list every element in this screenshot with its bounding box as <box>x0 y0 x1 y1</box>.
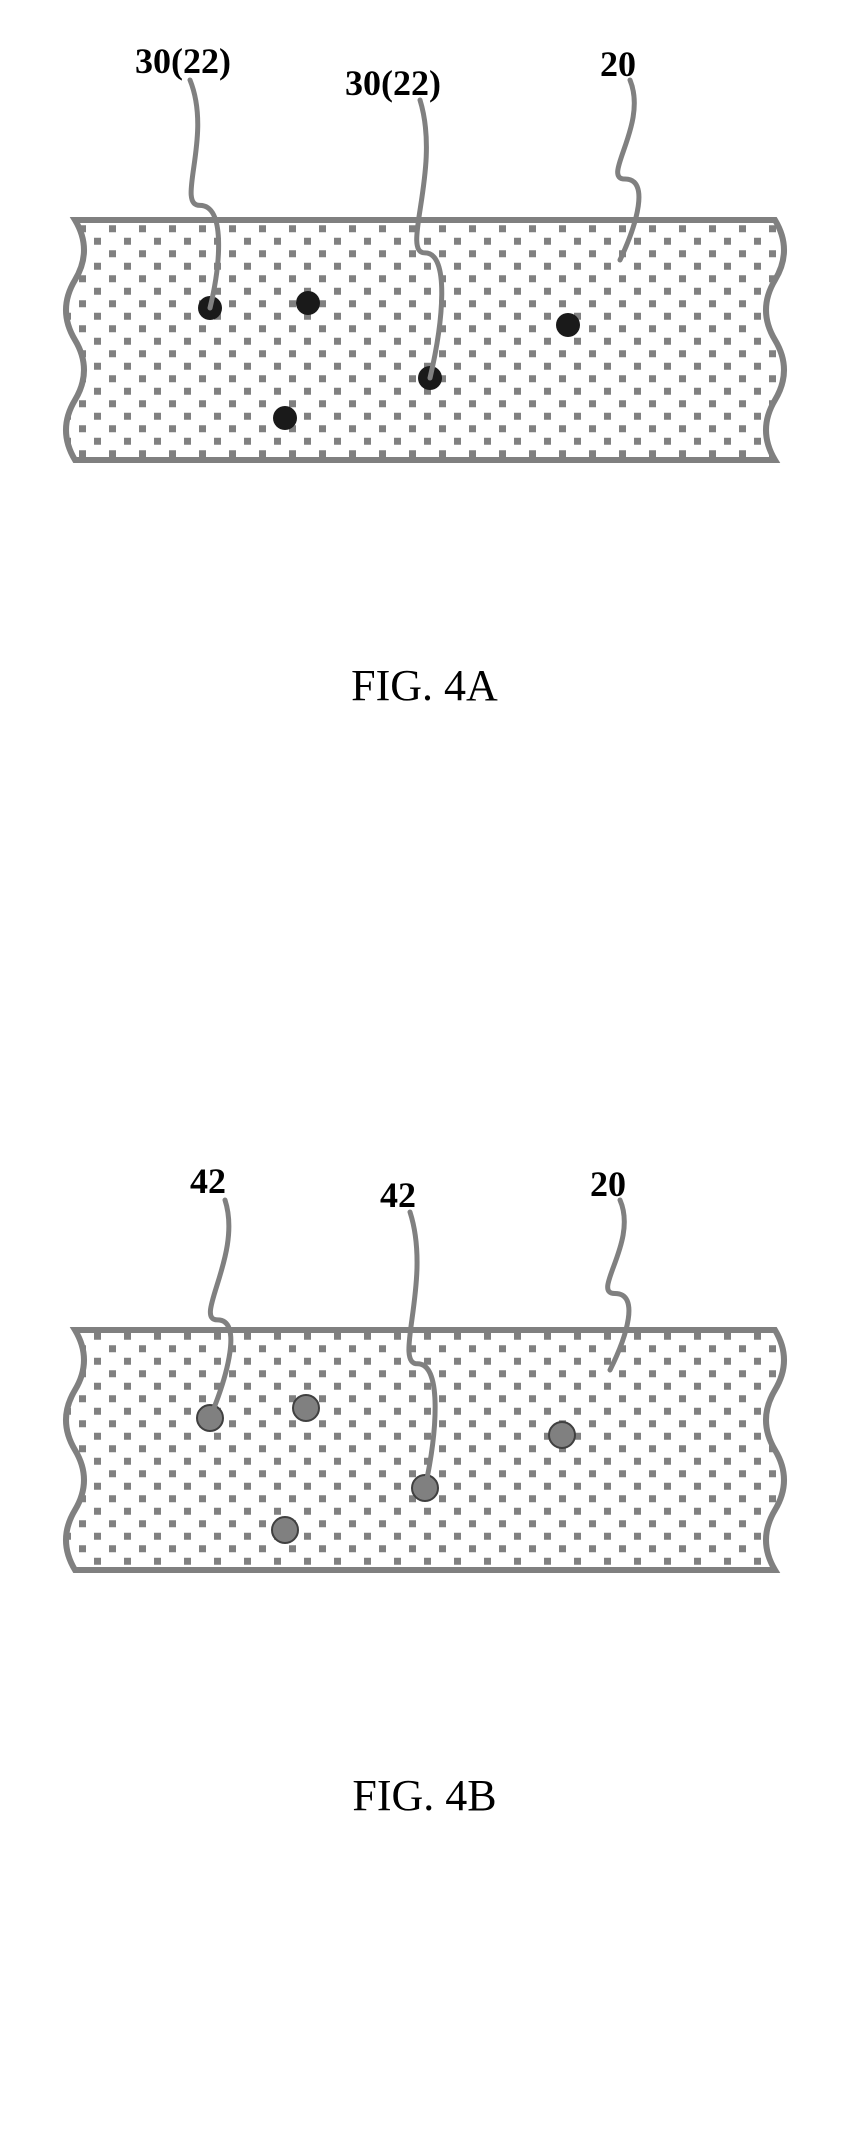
reference-label: 42 <box>380 1174 416 1216</box>
figure-a-caption: FIG. 4A <box>0 660 849 711</box>
reference-label: 30(22) <box>345 62 441 104</box>
reference-label: 30(22) <box>135 40 231 82</box>
figure-b-caption: FIG. 4B <box>0 1770 849 1821</box>
reference-label: 20 <box>600 43 636 85</box>
reference-label: 20 <box>590 1163 626 1205</box>
figure-b-svg <box>0 1130 849 1630</box>
reference-label: 42 <box>190 1160 226 1202</box>
